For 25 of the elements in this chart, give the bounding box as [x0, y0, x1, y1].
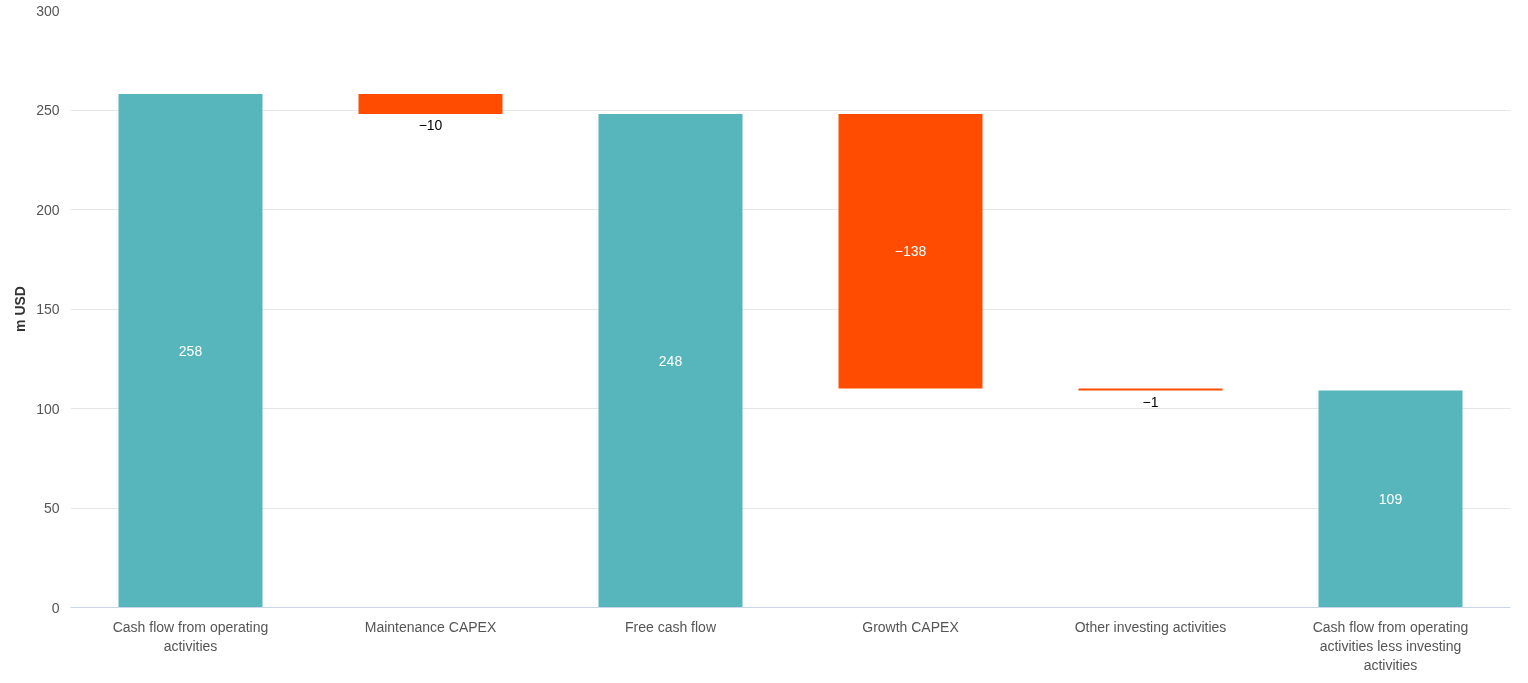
y-tick-label: 200 [36, 201, 60, 218]
x-tick-label: Cash flow from operating activities [112, 618, 269, 654]
bar [598, 113, 743, 608]
data-label: −138 [894, 243, 927, 260]
bar [1318, 390, 1463, 608]
data-label: −1 [1142, 393, 1159, 410]
data-label: 248 [658, 352, 683, 369]
y-tick-label: 150 [36, 301, 60, 317]
y-tick-label: 0 [51, 599, 60, 616]
y-axis-title: m USD [12, 286, 29, 332]
y-tick-label: 50 [43, 500, 60, 516]
data-label: 258 [178, 342, 203, 359]
x-tick-label: Maintenance CAPEX [364, 618, 497, 635]
x-tick-label: Other investing activities [1074, 618, 1227, 635]
y-tick-label: 300 [36, 2, 60, 19]
bar [838, 113, 983, 389]
x-tick-label: Free cash flow [624, 618, 717, 635]
data-label: 109 [1378, 491, 1403, 508]
y-tick-label: 250 [36, 102, 60, 118]
bar [358, 94, 503, 114]
x-tick-label: Cash flow from operating activities less investing activities [1312, 618, 1469, 673]
y-tick-label: 100 [36, 400, 60, 417]
bar [118, 94, 263, 608]
x-tick-label: Growth CAPEX [862, 618, 960, 635]
data-label: −10 [418, 116, 443, 133]
